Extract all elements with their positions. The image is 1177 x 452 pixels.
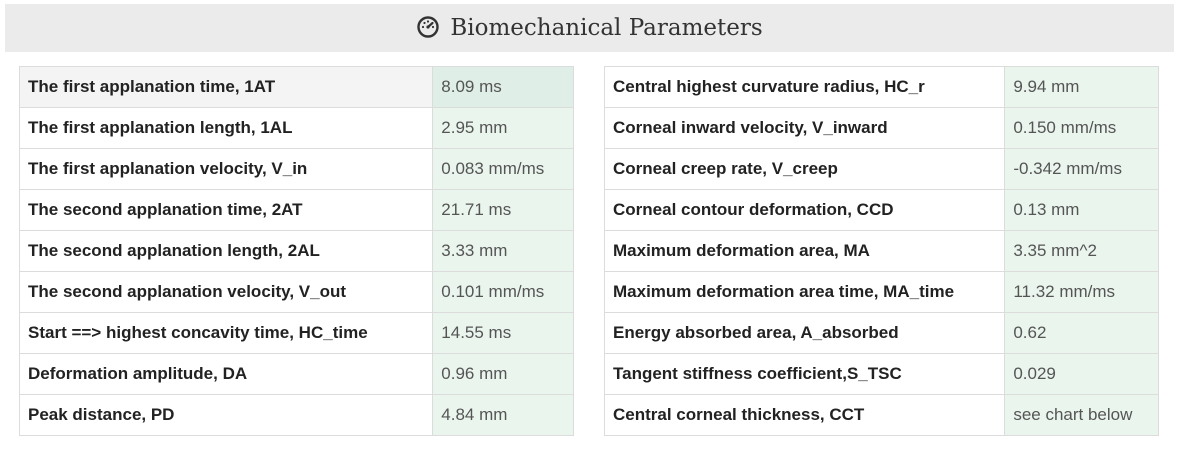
parameter-value: 0.150 mm/ms [1004,107,1159,149]
parameter-label: Start ==> highest concavity time, HC_tim… [18,312,434,354]
table-row: The first applanation length, 1AL 2.95 m… [18,107,574,149]
parameter-label: Peak distance, PD [18,394,434,436]
table-row: Corneal inward velocity, V_inward 0.150 … [603,107,1159,149]
table-row: Central highest curvature radius, HC_r 9… [603,66,1159,108]
table-row: The second applanation length, 2AL 3.33 … [18,230,574,272]
table-row: Corneal creep rate, V_creep -0.342 mm/ms [603,148,1159,190]
table-row: Maximum deformation area time, MA_time 1… [603,271,1159,313]
parameters-table-right: Central highest curvature radius, HC_r 9… [603,66,1159,436]
parameter-value: 0.96 mm [432,353,574,395]
parameter-label: Deformation amplitude, DA [18,353,434,395]
dashboard-gauge-icon [417,16,440,38]
parameter-value: 8.09 ms [432,66,574,108]
parameter-label: Corneal inward velocity, V_inward [603,107,1006,149]
parameter-value: 2.95 mm [432,107,574,149]
parameter-value: 0.029 [1004,353,1159,395]
table-row: The first applanation velocity, V_in 0.0… [18,148,574,190]
table-row: Maximum deformation area, MA 3.35 mm^2 [603,230,1159,272]
parameter-label: The first applanation length, 1AL [18,107,434,149]
parameter-label: Maximum deformation area time, MA_time [603,271,1006,313]
table-row: The first applanation time, 1AT 8.09 ms [18,66,574,108]
parameter-label: The first applanation velocity, V_in [18,148,434,190]
parameter-label: The second applanation length, 2AL [18,230,434,272]
parameters-table-left: The first applanation time, 1AT 8.09 ms … [18,66,574,436]
parameter-label: Corneal creep rate, V_creep [603,148,1006,190]
table-row: Tangent stiffness coefficient,S_TSC 0.02… [603,353,1159,395]
parameter-value: 3.35 mm^2 [1004,230,1159,272]
section-title: Biomechanical Parameters [450,15,763,41]
parameter-value: 11.32 mm/ms [1004,271,1159,313]
table-row: Energy absorbed area, A_absorbed 0.62 [603,312,1159,354]
table-row: The second applanation time, 2AT 21.71 m… [18,189,574,231]
parameter-value: 3.33 mm [432,230,574,272]
parameter-value: 0.62 [1004,312,1159,354]
parameter-label: The second applanation velocity, V_out [18,271,434,313]
table-row: Peak distance, PD 4.84 mm [18,394,574,436]
parameter-value: 21.71 ms [432,189,574,231]
parameter-value: 0.083 mm/ms [432,148,574,190]
parameter-label: Central highest curvature radius, HC_r [603,66,1006,108]
parameter-label: Energy absorbed area, A_absorbed [603,312,1006,354]
parameter-value: 9.94 mm [1004,66,1159,108]
parameter-label: The second applanation time, 2AT [18,189,434,231]
parameter-value: 0.101 mm/ms [432,271,574,313]
table-row: The second applanation velocity, V_out 0… [18,271,574,313]
parameter-label: Central corneal thickness, CCT [603,394,1006,436]
parameter-value: 14.55 ms [432,312,574,354]
parameter-label: Corneal contour deformation, CCD [603,189,1006,231]
parameter-value: -0.342 mm/ms [1004,148,1159,190]
parameter-label: Tangent stiffness coefficient,S_TSC [603,353,1006,395]
table-row: Central corneal thickness, CCT see chart… [603,394,1159,436]
parameter-value: see chart below [1004,394,1159,436]
parameter-value: 0.13 mm [1004,189,1159,231]
parameter-label: Maximum deformation area, MA [603,230,1006,272]
table-row: Deformation amplitude, DA 0.96 mm [18,353,574,395]
parameter-label: The first applanation time, 1AT [18,66,434,108]
section-header: Biomechanical Parameters [5,4,1174,52]
table-row: Start ==> highest concavity time, HC_tim… [18,312,574,354]
parameter-value: 4.84 mm [432,394,574,436]
table-row: Corneal contour deformation, CCD 0.13 mm [603,189,1159,231]
